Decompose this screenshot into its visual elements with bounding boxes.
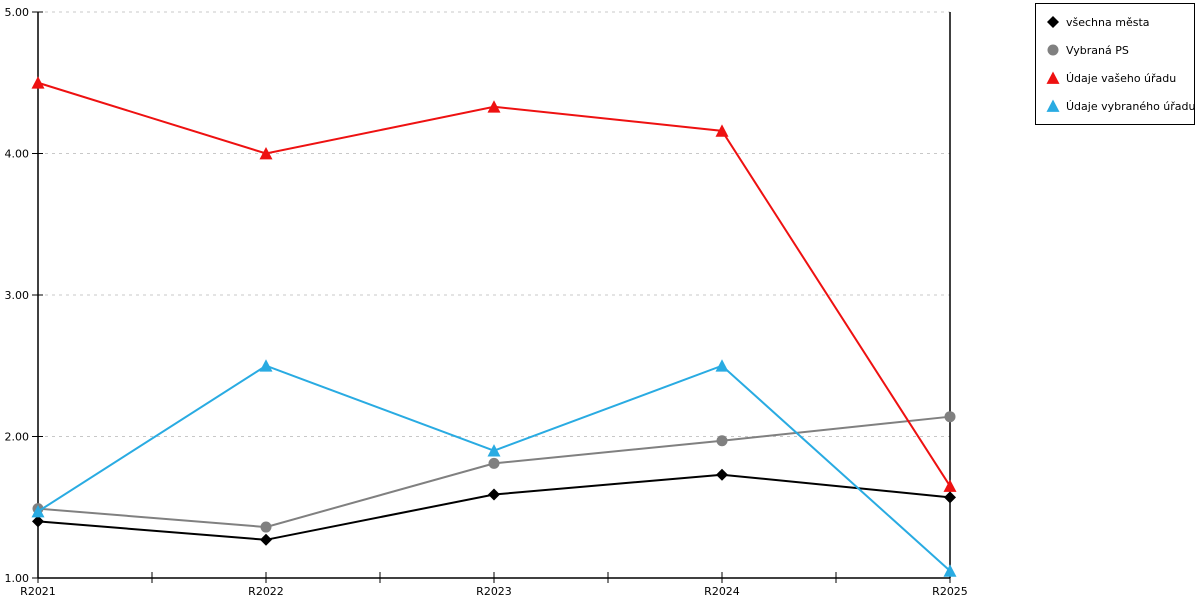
y-tick-label: 3.00 xyxy=(5,289,30,302)
data-point xyxy=(943,564,957,577)
data-point xyxy=(31,76,45,89)
legend-label: Vybraná PS xyxy=(1066,43,1129,57)
legend-entry: Údaje vybraného úřadu xyxy=(1046,97,1196,115)
data-point xyxy=(487,100,501,113)
series-line xyxy=(37,415,951,529)
legend-marker-shape xyxy=(1046,71,1060,84)
data-point xyxy=(31,504,45,518)
legend-entry: všechna města xyxy=(1046,13,1186,31)
circle-icon xyxy=(1047,44,1059,56)
legend-label: všechna města xyxy=(1066,15,1150,29)
x-tick-label: R2024 xyxy=(704,585,740,598)
chart-legend: všechna města Vybraná PS Údaje vašeho úř… xyxy=(1035,3,1196,125)
data-point xyxy=(259,147,273,160)
x-tick-label: R2023 xyxy=(476,585,512,598)
data-point xyxy=(716,468,728,481)
data-point xyxy=(488,457,500,469)
data-point xyxy=(716,435,728,447)
y-tick-label: 5.00 xyxy=(5,6,30,19)
series-line xyxy=(37,81,951,487)
data-point xyxy=(259,359,273,372)
x-tick-label: R2025 xyxy=(932,585,968,598)
legend-marker-shape xyxy=(1047,44,1059,56)
x-tick-label: R2022 xyxy=(248,585,284,598)
data-point xyxy=(260,521,272,533)
data-point xyxy=(488,488,500,501)
diamond-icon xyxy=(1047,16,1059,28)
legend-entry: Údaje vašeho úřadu xyxy=(1046,69,1186,87)
y-tick-label: 1.00 xyxy=(5,572,30,585)
y-tick-label: 2.00 xyxy=(5,431,30,444)
data-point xyxy=(715,124,729,137)
data-point xyxy=(32,515,44,528)
legend-marker-shape xyxy=(1046,99,1060,112)
legend-entry: Vybraná PS xyxy=(1046,41,1186,59)
y-tick-label: 4.00 xyxy=(5,148,30,161)
data-point xyxy=(944,491,956,504)
x-tick-label: R2021 xyxy=(20,585,56,598)
data-point xyxy=(944,411,956,423)
data-point xyxy=(715,359,729,372)
legend-marker-shape xyxy=(1047,16,1059,28)
data-point xyxy=(260,533,272,546)
triangle-icon xyxy=(1046,99,1060,112)
legend-label: Údaje vybraného úřadu xyxy=(1066,99,1196,113)
legend-label: Údaje vašeho úřadu xyxy=(1066,71,1177,85)
series-line xyxy=(37,473,951,541)
data-point xyxy=(487,444,501,457)
triangle-icon xyxy=(1046,71,1060,84)
data-point xyxy=(943,479,957,492)
